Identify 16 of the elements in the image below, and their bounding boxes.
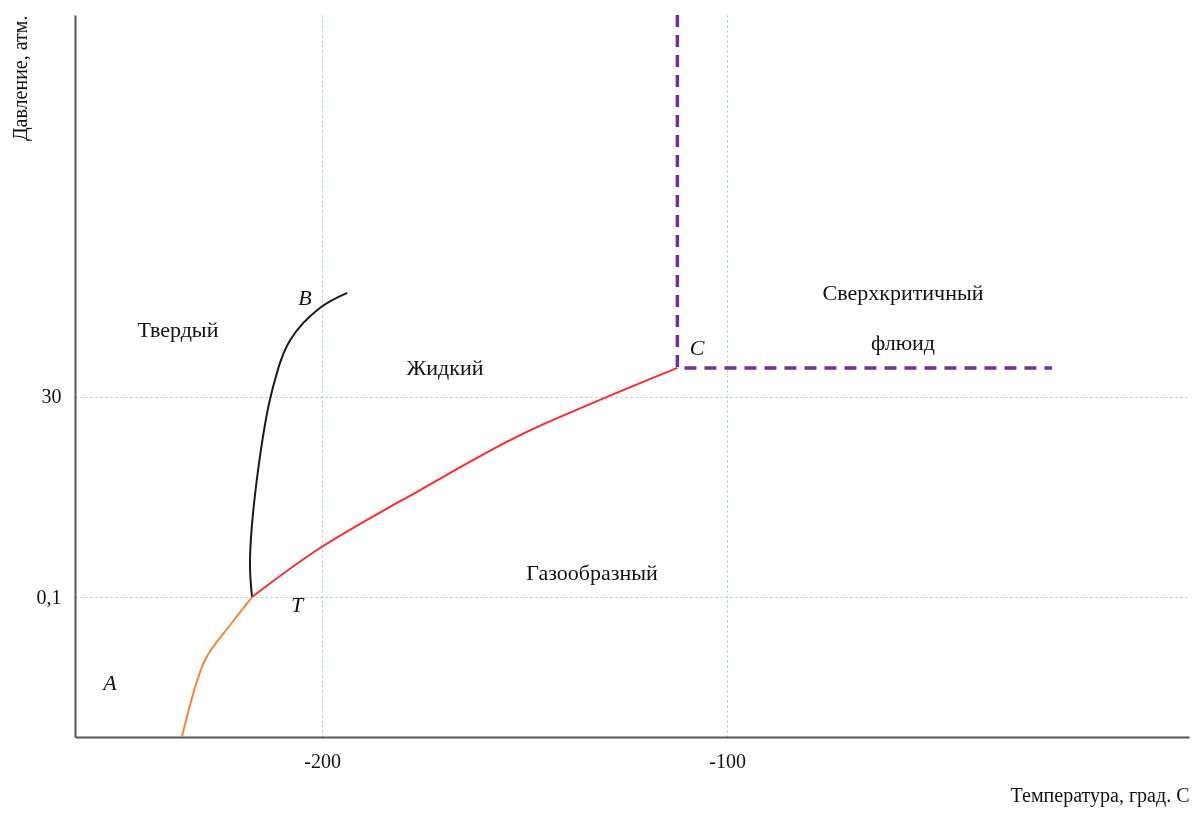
x-axis-title: Температура, град. С [1010,783,1190,807]
annotation: Газообразный [526,560,658,585]
y-tick-label: 30 [41,385,62,408]
annotation: T [290,592,305,617]
line-series [248,291,349,599]
y-axis-title: Давление, атм. [8,15,32,142]
y-tick-label: 0,1 [36,585,62,608]
x-tick-label: -100 [709,749,747,772]
annotation: Сверхкритичный флюид [822,280,984,355]
annotation: C [689,335,705,360]
annotation: Жидкий [406,355,484,380]
x-tick-label: -200 [304,749,341,772]
line-series [180,596,254,737]
annotation: B [298,285,312,310]
annotation: A [101,670,118,695]
annotation: Твердый [137,317,219,342]
